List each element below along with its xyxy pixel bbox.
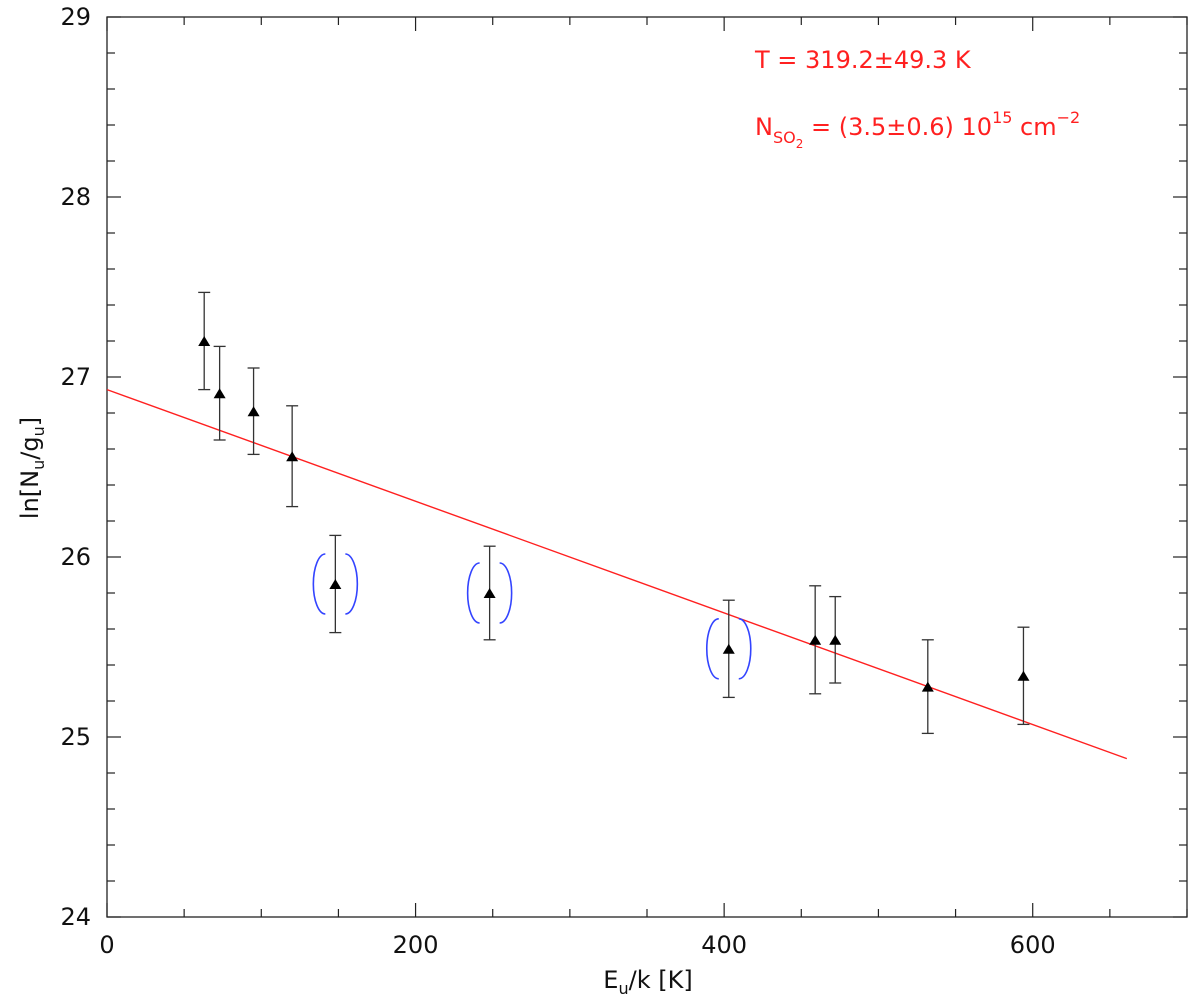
- y-tick-label: 25: [60, 723, 91, 751]
- x-tick-label: 600: [1010, 931, 1056, 959]
- x-axis-label: Eu/k [K]: [603, 966, 692, 998]
- triangle-marker: [1017, 670, 1030, 681]
- y-tick-label: 27: [60, 363, 91, 391]
- temperature-annotation: T = 319.2±49.3 K: [754, 46, 972, 74]
- data-point: [466, 545, 513, 641]
- fit-line: [106, 388, 1128, 760]
- y-tick-label: 29: [60, 3, 91, 31]
- data-point: [312, 534, 359, 634]
- tick-labels: 0 200 400 600 24 25 26 27 28 29: [60, 3, 1055, 959]
- left-parenthesis: [706, 618, 719, 680]
- right-parenthesis: [738, 618, 752, 680]
- right-parenthesis: [499, 562, 513, 624]
- triangle-marker: [286, 451, 299, 462]
- axis-ticks: [106, 16, 1188, 918]
- data-point: [829, 595, 842, 684]
- right-parenthesis: [345, 553, 359, 615]
- triangle-marker: [247, 406, 260, 417]
- data-point: [921, 639, 934, 735]
- triangle-marker: [483, 588, 496, 598]
- data-point: [247, 367, 260, 456]
- triangle-marker: [198, 336, 211, 346]
- plot-frame: [106, 16, 1188, 918]
- fit-line-group: [106, 388, 1128, 760]
- triangle-marker: [921, 681, 934, 692]
- x-tick-label: 0: [99, 931, 114, 959]
- y-tick-label: 28: [60, 183, 91, 211]
- x-tick-label: 200: [393, 931, 439, 959]
- triangle-marker: [329, 579, 342, 589]
- triangle-marker: [809, 634, 822, 645]
- y-tick-label: 24: [60, 903, 91, 931]
- y-tick-label: 26: [60, 543, 91, 571]
- triangle-marker: [829, 634, 842, 645]
- data-point: [213, 345, 226, 441]
- data-point: [809, 585, 822, 695]
- data-point: [198, 291, 211, 391]
- triangle-marker: [213, 388, 226, 399]
- x-tick-label: 400: [701, 931, 747, 959]
- y-axis-label: ln[Nu/gu]: [16, 417, 48, 519]
- left-parenthesis: [466, 562, 480, 624]
- left-parenthesis: [312, 553, 326, 615]
- data-point: [286, 405, 299, 508]
- data-points: [198, 291, 1030, 735]
- data-point: [1017, 626, 1030, 726]
- data-point: [706, 599, 752, 699]
- column-density-annotation: NSO2 = (3.5±0.6) 1015 cm−2: [755, 108, 1080, 151]
- triangle-marker: [722, 643, 735, 654]
